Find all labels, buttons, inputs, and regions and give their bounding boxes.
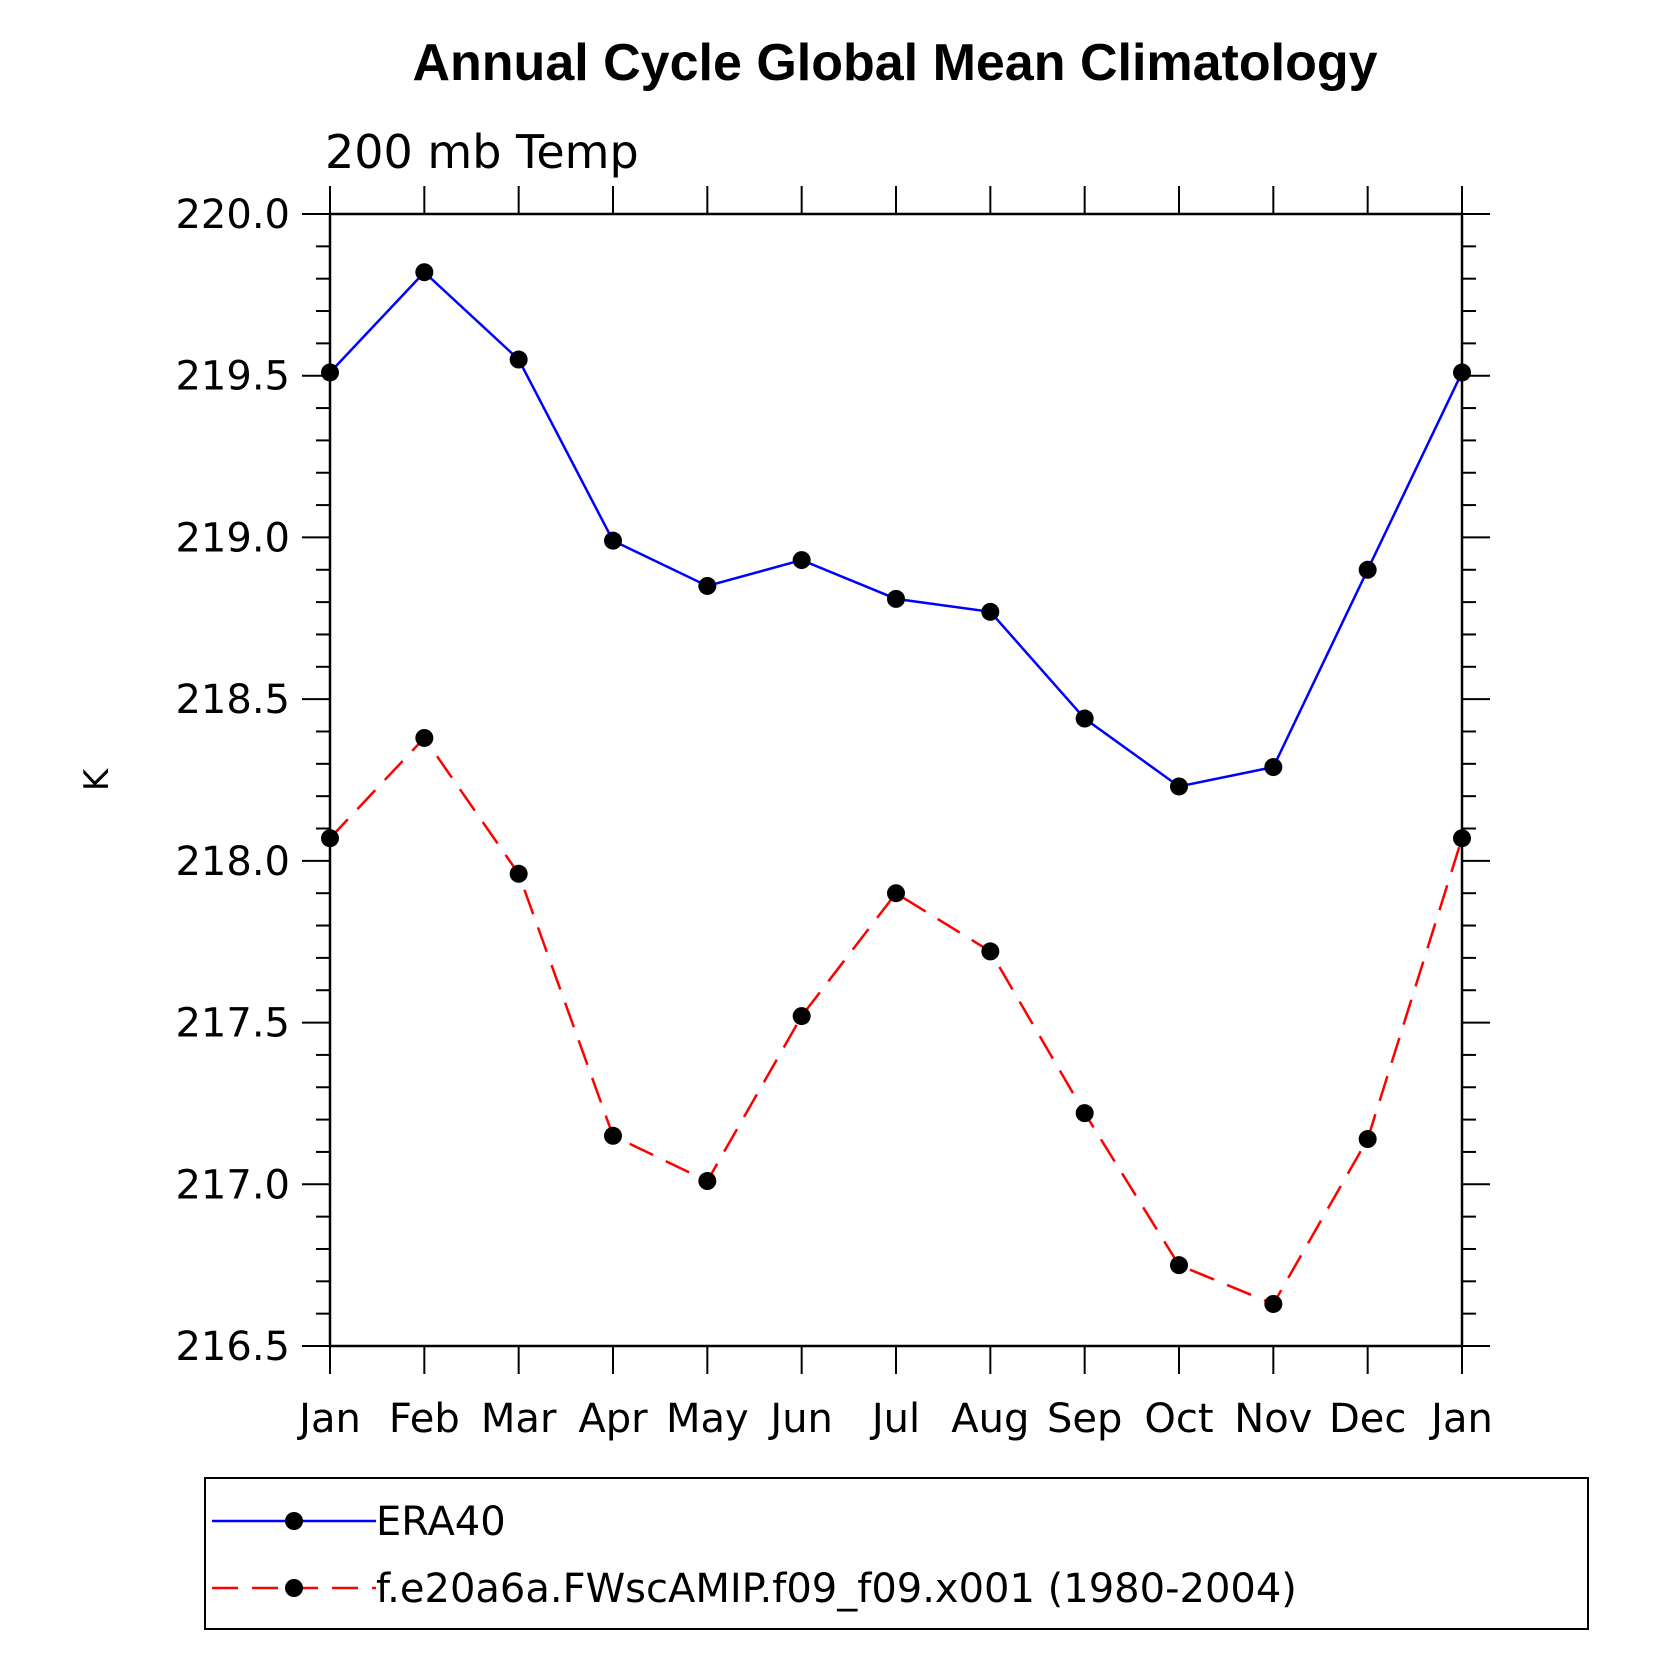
legend-marker-era40 <box>285 1512 303 1530</box>
series-1-point <box>1170 1256 1188 1275</box>
series-1-point <box>1453 829 1471 848</box>
series-0-point <box>1453 363 1471 382</box>
legend-marker-model <box>285 1579 303 1597</box>
x-tick-label: Nov <box>1234 1396 1312 1442</box>
y-tick-label: 217.0 <box>175 1162 290 1208</box>
series-1-point <box>887 884 905 903</box>
series-line-1 <box>329 735 1464 1306</box>
series-1-point <box>415 728 434 747</box>
series-0-point <box>981 602 1000 621</box>
y-tick-label: 217.5 <box>175 1001 290 1047</box>
x-tick-label: Oct <box>1144 1396 1213 1442</box>
series-0-point <box>604 531 622 550</box>
series-0-point <box>887 589 905 608</box>
x-tick-label: Apr <box>578 1396 648 1442</box>
series-1-point <box>792 1007 811 1026</box>
x-tick-labels: Jan Feb Mar Apr May Jun Jul Aug Sep Oct Nov Dec Jan <box>296 1396 1493 1442</box>
x-tick-label: Mar <box>481 1396 557 1442</box>
series-layer <box>321 263 1471 1313</box>
x-tick-label: May <box>666 1396 749 1442</box>
x-tick-label: Jun <box>767 1396 833 1442</box>
x-tick-label: Aug <box>951 1396 1029 1442</box>
series-line-0 <box>329 270 1464 788</box>
series-1-point <box>1075 1104 1094 1123</box>
y-tick-labels: 216.5 217.0 217.5 218.0 218.5 219.0 219.5 220.0 <box>175 192 290 1370</box>
series-0-point <box>509 350 528 369</box>
series-0-point <box>1170 777 1188 796</box>
series-1-point <box>321 829 339 848</box>
series-1-point <box>698 1172 717 1191</box>
legend: ERA40 f.e20a6a.FWscAMIP.f09_f09.x001 (19… <box>204 1477 1589 1630</box>
plot-frame <box>328 212 1464 1348</box>
x-tick-label: Sep <box>1047 1396 1122 1442</box>
series-0-point <box>321 363 339 382</box>
legend-box <box>204 1477 1589 1630</box>
y-tick-label: 216.5 <box>175 1324 290 1370</box>
series-0-point <box>792 551 811 570</box>
series-0-point <box>1264 758 1283 777</box>
series-1-point <box>509 864 528 883</box>
series-0-point <box>698 576 717 595</box>
x-tick-label: Feb <box>389 1396 460 1442</box>
series-0-point <box>1075 709 1094 728</box>
y-tick-label: 218.5 <box>175 677 290 723</box>
x-tick-label: Jul <box>869 1396 920 1442</box>
chart-subtitle: 200 mb Temp <box>325 125 639 179</box>
y-tick-label: 219.5 <box>175 354 290 400</box>
legend-label-era40: ERA40 <box>376 1499 506 1545</box>
y-tick-label: 220.0 <box>175 192 290 238</box>
y-tick-label: 218.0 <box>175 839 290 885</box>
legend-label-model: f.e20a6a.FWscAMIP.f09_f09.x001 (1980-200… <box>376 1566 1297 1612</box>
x-tick-label: Dec <box>1329 1396 1406 1442</box>
x-tick-label: Jan <box>296 1396 361 1442</box>
chart-title: Annual Cycle Global Mean Climatology <box>412 34 1377 92</box>
series-1-point <box>1358 1130 1377 1149</box>
y-tick-label: 219.0 <box>175 515 290 561</box>
series-0-point <box>1358 560 1377 579</box>
series-0-point <box>415 263 434 282</box>
series-1-point <box>1264 1294 1283 1313</box>
x-tick-label: Jan <box>1428 1396 1493 1442</box>
series-1-point <box>981 942 1000 961</box>
y-axis-label: K <box>77 767 117 791</box>
plot-axes <box>302 186 1490 1374</box>
series-1-point <box>604 1126 622 1145</box>
